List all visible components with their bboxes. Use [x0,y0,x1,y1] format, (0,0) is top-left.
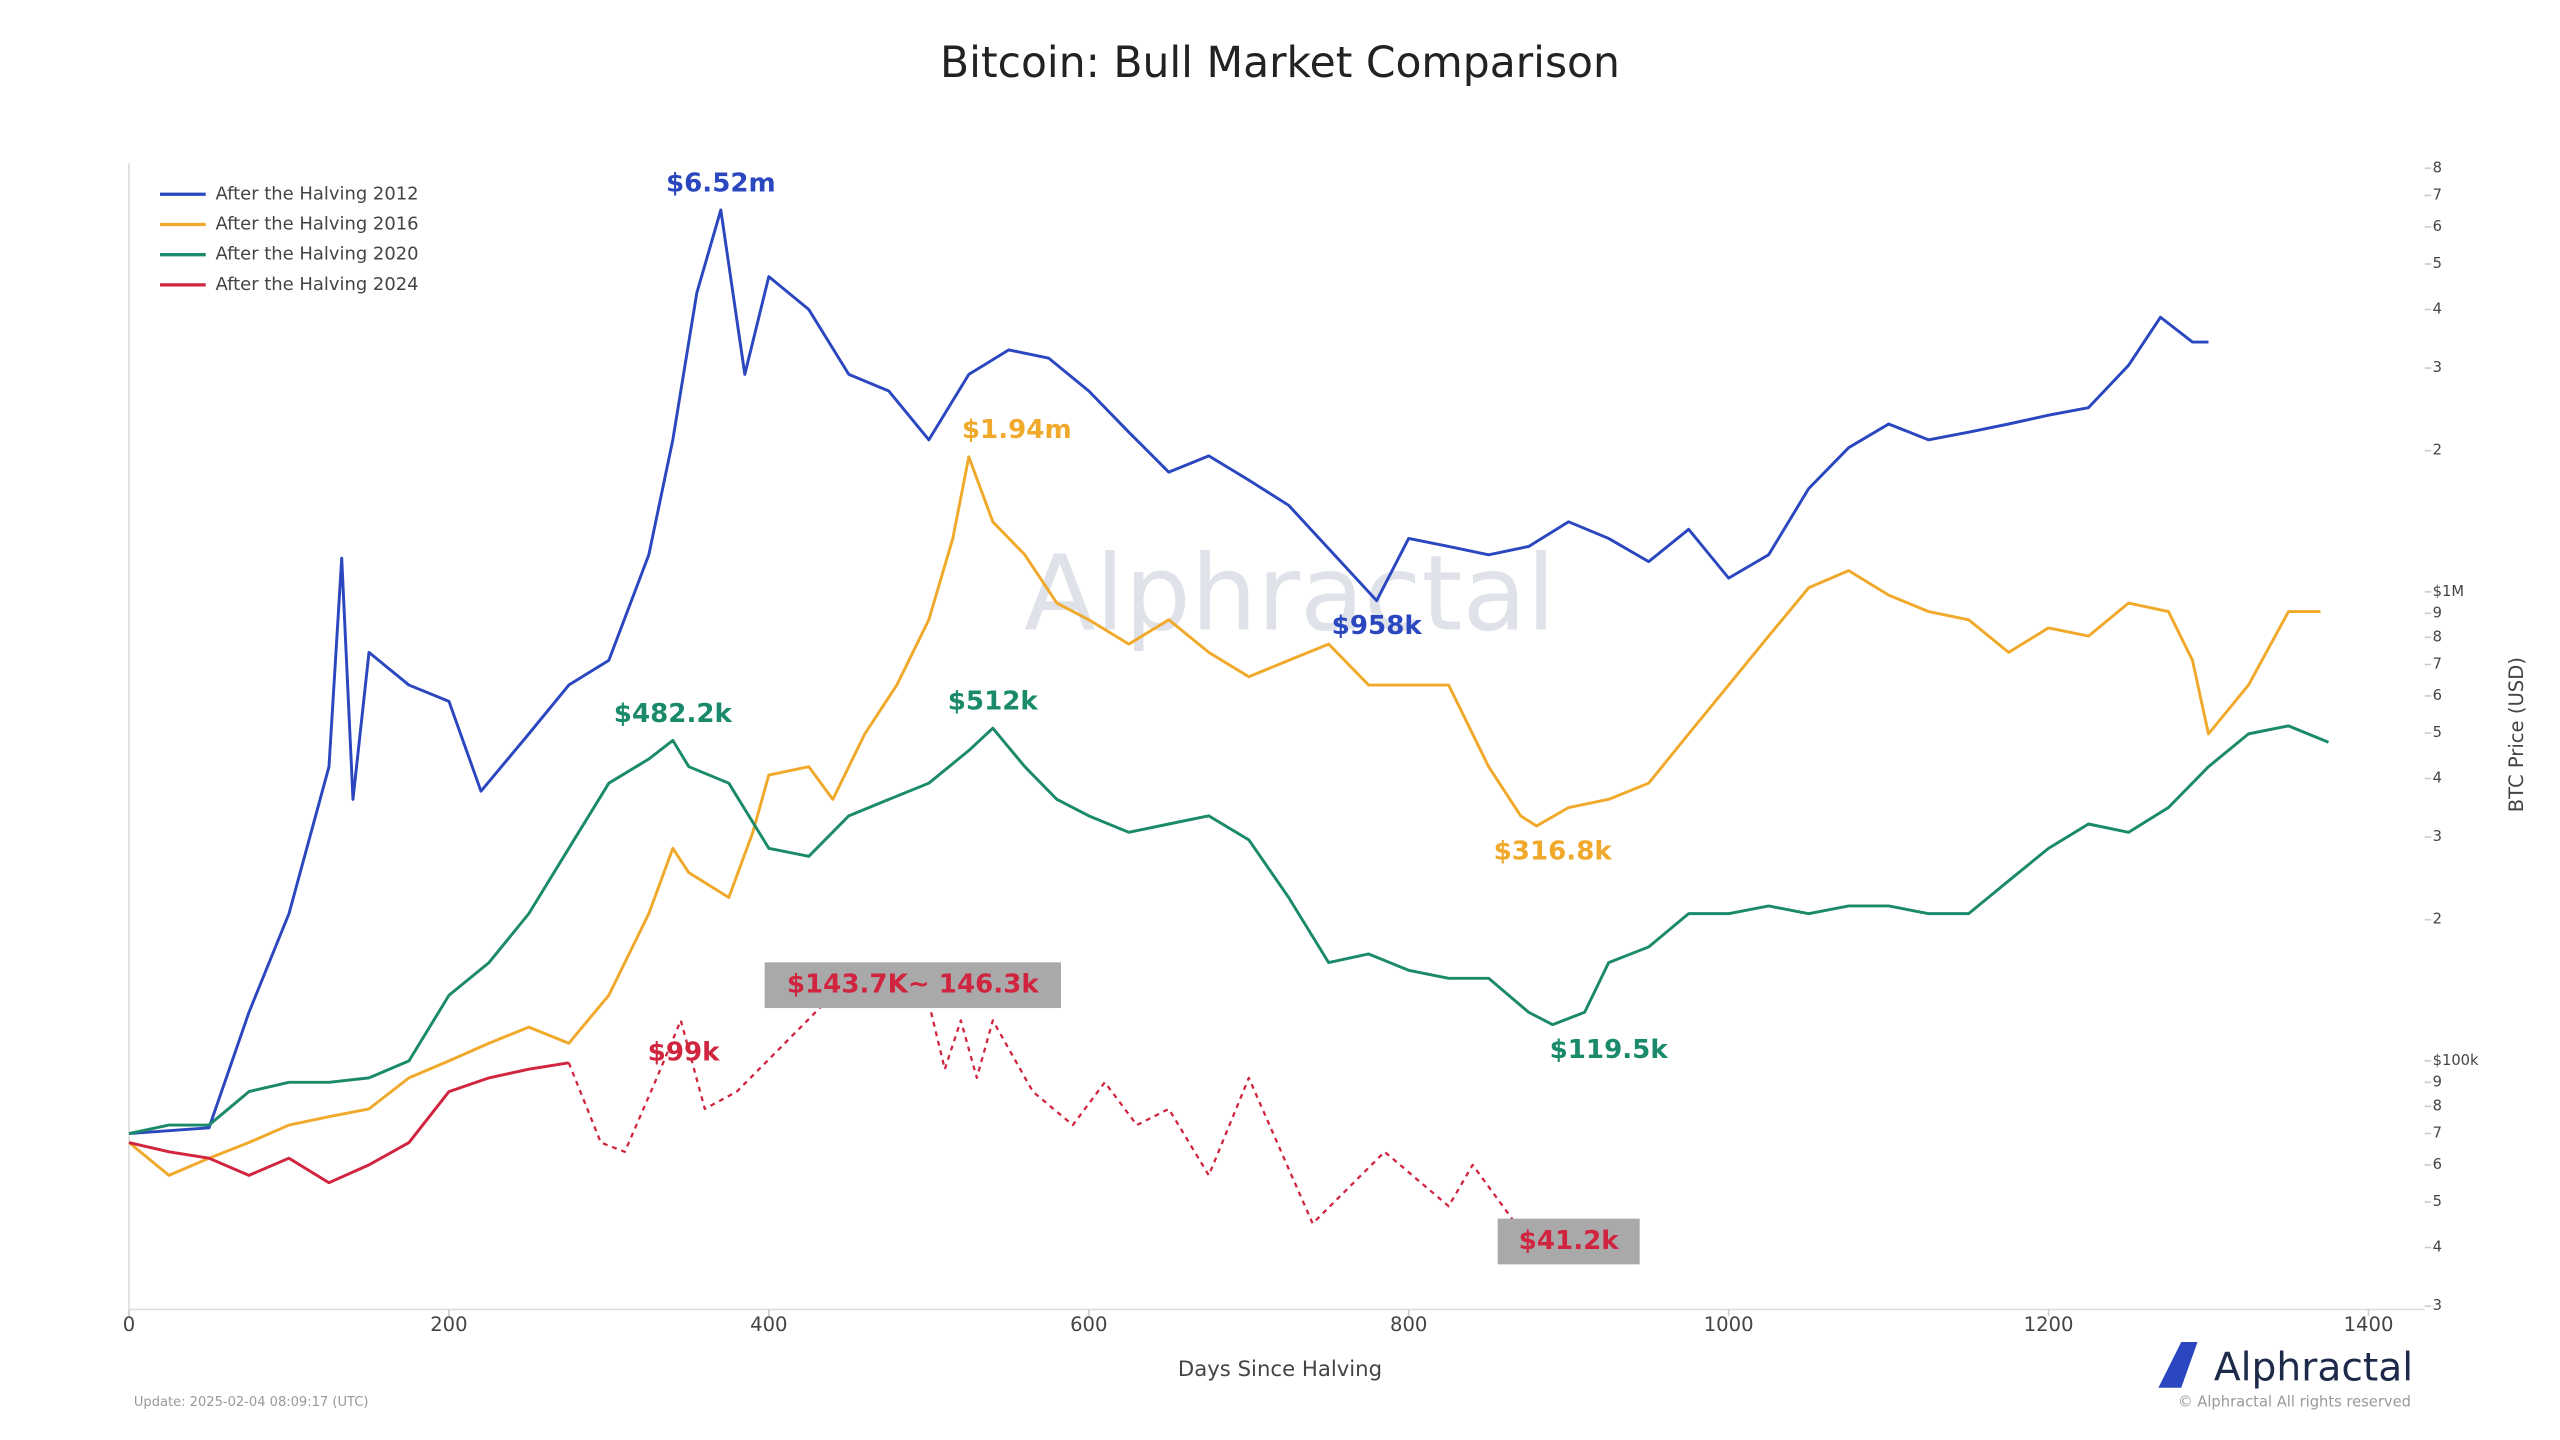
update-note: Update: 2025-02-04 08:09:17 (UTC) [134,1395,369,1410]
y-tick-label: 5 [2433,255,2442,272]
y-tick-label: 9 [2433,604,2442,621]
annotation: $41.2k [1519,1226,1620,1256]
series-line [128,208,2209,1136]
y-tick-label: 6 [2433,1156,2442,1173]
x-tick-label: 1200 [2024,1313,2074,1336]
x-tick-label: 600 [1070,1313,1107,1336]
y-tick-label: 8 [2433,159,2442,176]
y-tick-label: 4 [2433,1239,2442,1256]
series-line [128,724,2330,1135]
legend-label: After the Halving 2024 [216,274,419,295]
x-tick-label: 1000 [1704,1313,1754,1336]
logo-icon [2158,1342,2198,1388]
annotation: $143.7K~ 146.3k [787,970,1040,1000]
y-tick-label: 8 [2433,628,2442,645]
y-tick-label: 3 [2433,359,2442,376]
x-tick-label: 1400 [2344,1313,2394,1336]
y-tick-label: 4 [2433,300,2442,317]
y-tick-label: 2 [2433,911,2442,928]
y-tick-label: $100k [2433,1052,2479,1069]
y-tick-label: 5 [2433,724,2442,741]
annotation-box [764,962,1061,1009]
y-tick-label: 7 [2433,656,2442,673]
x-tick-label: 200 [430,1313,467,1336]
y-tick-label: 9 [2433,1073,2442,1090]
annotation-box [1497,1218,1640,1265]
y-axis-title: BTC Price (USD) [2505,657,2528,812]
legend-label: After the Halving 2016 [216,213,419,234]
annotation: $1.94m [962,415,1072,445]
y-tick-label: 4 [2433,770,2442,787]
copyright: © Alphractal All rights reserved [2178,1393,2411,1410]
annotation: $482.2k [614,699,733,729]
x-tick-label: 800 [1390,1313,1427,1336]
projection-line [927,1002,1530,1243]
y-tick-label: 3 [2433,1297,2442,1314]
annotation: $6.52m [666,168,776,198]
y-tick-label: 5 [2433,1193,2442,1210]
annotation: $99k [648,1038,721,1068]
y-tick-label: 6 [2433,218,2442,235]
y-tick-label: 8 [2433,1097,2442,1114]
logo-text: Alphractal [2214,1345,2413,1390]
y-tick-label: 7 [2433,1125,2442,1142]
x-axis-title: Days Since Halving [1178,1357,1382,1382]
y-tick-label: 3 [2433,828,2442,845]
legend-label: After the Halving 2012 [216,183,419,204]
series-line [128,455,2321,1177]
y-tick-label: 7 [2433,186,2442,203]
y-tick-label: 2 [2433,442,2442,459]
y-tick-label: $1M [2433,583,2464,600]
series-line [128,1061,570,1185]
annotation: $512k [948,687,1039,717]
chart-title: Bitcoin: Bull Market Comparison [940,39,1620,88]
logo: Alphractal © Alphractal All rights reser… [2158,1342,2413,1410]
annotation: $316.8k [1494,837,1613,867]
y-tick-label: 6 [2433,687,2442,704]
legend-label: After the Halving 2020 [216,244,419,265]
x-tick-label: 400 [750,1313,787,1336]
annotation: $119.5k [1550,1035,1669,1065]
annotation: $958k [1332,611,1423,641]
x-tick-label: 0 [123,1313,135,1336]
